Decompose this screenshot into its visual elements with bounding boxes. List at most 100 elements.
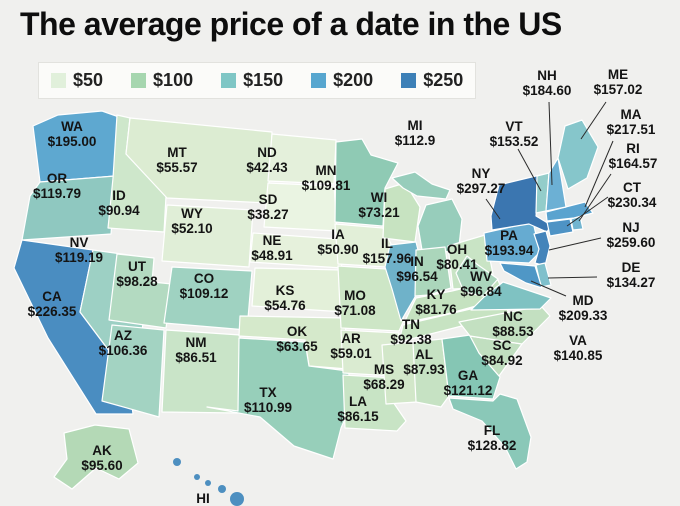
state-shape-me bbox=[557, 119, 599, 190]
state-label-va: VA bbox=[569, 333, 587, 348]
state-label-wy: WY bbox=[181, 206, 203, 221]
state-label-ms: MS bbox=[374, 362, 394, 377]
state-label-me: ME bbox=[608, 67, 628, 82]
legend-item: $100 bbox=[131, 70, 193, 91]
state-label-az: AZ bbox=[114, 328, 132, 343]
state-value-de: $134.27 bbox=[607, 275, 656, 290]
state-value-ia: $50.90 bbox=[317, 242, 358, 257]
state-label-ut: UT bbox=[128, 259, 147, 274]
state-value-ga: $121.12 bbox=[444, 383, 493, 398]
state-label-or: OR bbox=[47, 171, 68, 186]
state-label-nc: NC bbox=[503, 309, 523, 324]
state-label-ca: CA bbox=[42, 289, 62, 304]
state-label-ne: NE bbox=[263, 233, 282, 248]
state-label-pa: PA bbox=[500, 228, 518, 243]
state-shape-hi bbox=[205, 480, 211, 486]
state-label-tx: TX bbox=[259, 385, 276, 400]
state-label-ak: AK bbox=[92, 443, 112, 458]
state-value-mn: $109.81 bbox=[302, 178, 351, 193]
page-title: The average price of a date in the US bbox=[20, 6, 562, 42]
state-value-sd: $38.27 bbox=[247, 207, 288, 222]
state-value-co: $109.12 bbox=[180, 286, 229, 301]
state-label-co: CO bbox=[194, 271, 214, 286]
state-value-ri: $164.57 bbox=[609, 156, 658, 171]
state-label-ar: AR bbox=[341, 331, 361, 346]
state-value-al: $87.93 bbox=[403, 362, 445, 377]
state-shape-fl bbox=[448, 393, 532, 470]
legend-item: $250 bbox=[401, 70, 463, 91]
state-label-hi: HI bbox=[196, 491, 210, 506]
state-value-id: $90.94 bbox=[98, 203, 140, 218]
state-value-ne: $48.91 bbox=[251, 248, 293, 263]
state-value-ms: $68.29 bbox=[363, 377, 404, 392]
state-value-ma: $217.51 bbox=[607, 122, 656, 137]
state-value-tn: $92.38 bbox=[390, 332, 432, 347]
state-shape-or bbox=[21, 175, 116, 241]
state-shape-hi bbox=[218, 485, 226, 493]
state-label-wa: WA bbox=[61, 119, 83, 134]
legend: $50 $100 $150 $200 $250 bbox=[38, 62, 477, 99]
state-label-fl: FL bbox=[484, 423, 501, 438]
state-shape-az bbox=[101, 324, 165, 418]
leader-line-de bbox=[547, 276, 598, 279]
state-shape-mi bbox=[391, 171, 451, 200]
state-label-il: IL bbox=[381, 236, 393, 251]
state-shape-nh bbox=[545, 157, 567, 212]
state-value-oh: $80.41 bbox=[436, 257, 478, 272]
state-label-nh: NH bbox=[537, 68, 557, 83]
state-label-de: DE bbox=[622, 260, 641, 275]
state-label-vt: VT bbox=[505, 119, 523, 134]
state-value-wy: $52.10 bbox=[171, 221, 212, 236]
state-value-in: $96.54 bbox=[396, 269, 438, 284]
state-value-mo: $71.08 bbox=[334, 303, 376, 318]
state-label-id: ID bbox=[112, 188, 126, 203]
state-value-sc: $84.92 bbox=[481, 353, 522, 368]
state-value-nc: $88.53 bbox=[492, 324, 534, 339]
state-label-wi: WI bbox=[371, 190, 388, 205]
state-label-al: AL bbox=[415, 347, 433, 362]
leader-line-ri bbox=[578, 173, 612, 222]
state-value-ak: $95.60 bbox=[81, 458, 122, 473]
state-value-az: $106.36 bbox=[99, 343, 148, 358]
state-shape-ak bbox=[53, 424, 139, 490]
legend-label: $250 bbox=[423, 70, 464, 90]
state-shape-wy bbox=[161, 204, 254, 268]
state-value-wv: $96.84 bbox=[460, 284, 502, 299]
state-label-sc: SC bbox=[493, 338, 512, 353]
state-shape-ct bbox=[546, 218, 574, 237]
state-label-ky: KY bbox=[427, 287, 446, 302]
legend-label: $50 bbox=[73, 70, 104, 90]
state-value-me: $157.02 bbox=[594, 82, 643, 97]
leader-line-ny bbox=[485, 198, 501, 220]
leader-line-ct bbox=[566, 196, 609, 227]
leader-line-nj bbox=[548, 237, 602, 251]
state-value-fl: $128.82 bbox=[468, 438, 517, 453]
state-label-wv: WV bbox=[470, 269, 492, 284]
state-label-mt: MT bbox=[167, 145, 187, 160]
state-value-la: $86.15 bbox=[337, 409, 379, 424]
state-value-ky: $81.76 bbox=[415, 302, 457, 317]
state-value-il: $157.96 bbox=[363, 251, 412, 266]
state-shape-ma bbox=[545, 201, 594, 222]
legend-item: $150 bbox=[221, 70, 283, 91]
state-value-vt: $153.52 bbox=[490, 134, 539, 149]
state-shape-hi bbox=[194, 474, 200, 480]
state-label-ri: RI bbox=[626, 141, 640, 156]
state-value-md: $209.33 bbox=[559, 308, 608, 323]
leader-line-nh bbox=[548, 101, 553, 186]
state-shape-in bbox=[414, 246, 452, 297]
leader-line-me bbox=[580, 101, 607, 140]
state-value-nj: $259.60 bbox=[607, 235, 656, 250]
state-label-tn: TN bbox=[402, 317, 420, 332]
state-value-ks: $54.76 bbox=[264, 298, 306, 313]
state-shape-mn bbox=[334, 138, 399, 227]
state-label-ma: MA bbox=[621, 107, 642, 122]
legend-swatch bbox=[311, 73, 327, 88]
legend-item: $50 bbox=[51, 70, 103, 91]
state-label-mi: MI bbox=[408, 118, 423, 133]
state-label-nd: ND bbox=[257, 145, 277, 160]
state-label-ct: CT bbox=[623, 180, 642, 195]
state-value-mi: $112.9 bbox=[395, 133, 436, 148]
